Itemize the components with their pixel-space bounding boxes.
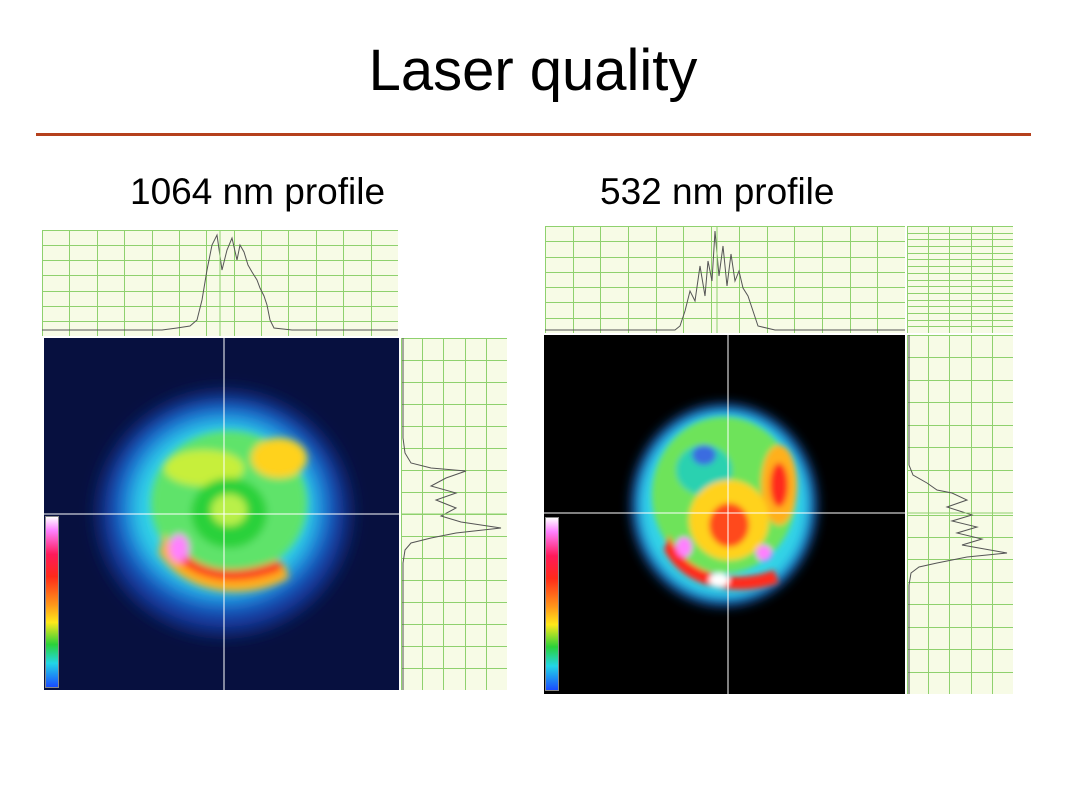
vertical-profile-trace-1064 [402, 338, 502, 690]
vertical-profile-svg-1064 [401, 338, 507, 690]
vertical-profile-svg-532 [907, 335, 1013, 694]
top-right-empty-plot-532 [907, 226, 1013, 333]
beam-heatmap-1064 [44, 338, 399, 690]
beam-heatmap-532 [544, 335, 905, 694]
horizontal-profile-svg-1064 [42, 230, 398, 336]
beam-profile-image-1064 [44, 338, 399, 690]
horizontal-profile-svg-532 [545, 226, 905, 333]
profile-grid [907, 226, 1013, 333]
empty-grid-svg [907, 226, 1013, 333]
vertical-profile-trace-532 [908, 335, 1008, 694]
horizontal-profile-plot-532 [545, 226, 905, 333]
vertical-profile-plot-1064 [401, 338, 507, 690]
profile-grid [907, 335, 1013, 694]
horizontal-profile-trace-1064 [42, 233, 398, 331]
horizontal-profile-trace-532 [545, 230, 905, 331]
vertical-profile-plot-532 [907, 335, 1013, 694]
title-divider [36, 133, 1031, 136]
profile-grid [545, 226, 905, 333]
color-scale-bar-532 [545, 517, 559, 691]
beam-profile-image-532 [544, 335, 905, 694]
horizontal-profile-plot-1064 [42, 230, 398, 336]
slide-title: Laser quality [368, 38, 698, 103]
caption-1064nm: 1064 nm profile [130, 171, 386, 212]
caption-532nm: 532 nm profile [600, 171, 835, 212]
color-scale-bar-1064 [45, 516, 59, 688]
